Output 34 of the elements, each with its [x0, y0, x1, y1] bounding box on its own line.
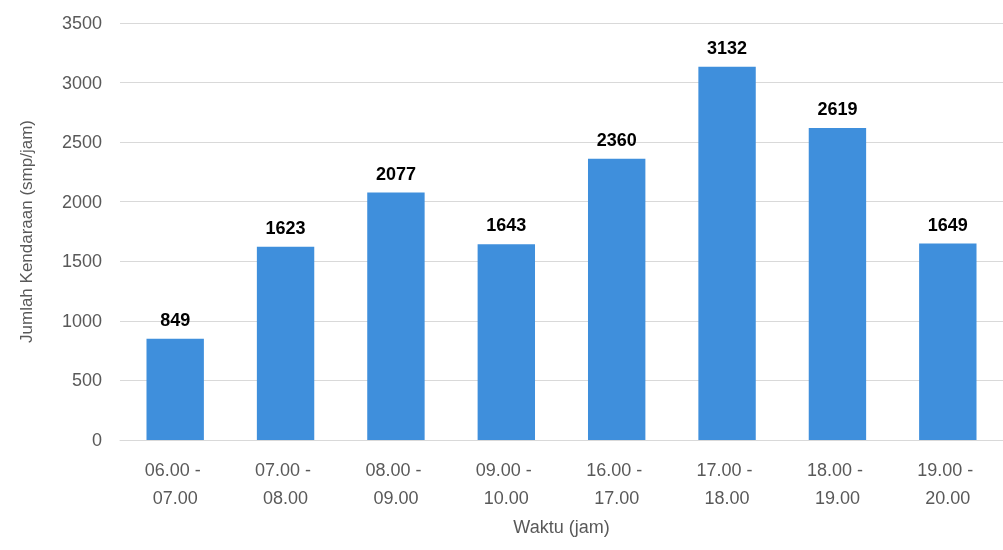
data-label: 2360	[596, 129, 637, 150]
data-label: 3132	[707, 37, 748, 58]
bar	[587, 158, 646, 440]
x-axis-title: Waktu (jam)	[513, 517, 610, 537]
y-tick-label: 0	[91, 430, 102, 450]
x-tick-label: 06.00 - 07.00	[144, 460, 206, 508]
data-label: 1649	[927, 214, 968, 235]
y-tick-label: 2000	[61, 191, 102, 212]
bar	[919, 243, 977, 440]
bar	[146, 338, 204, 440]
x-tick-label: 19.00 - 20.00	[917, 460, 979, 508]
y-tick-label: 2500	[61, 132, 102, 153]
y-tick-label: 1000	[61, 310, 102, 331]
x-tick-label: 16.00 - 17.00	[586, 460, 648, 508]
y-tick-label: 3000	[61, 72, 102, 93]
y-tick-label: 3500	[61, 13, 102, 33]
bar	[808, 127, 867, 440]
bar	[256, 246, 315, 440]
bar	[367, 192, 425, 440]
bar	[477, 244, 536, 440]
x-tick-label: 18.00 - 19.00	[806, 460, 868, 508]
data-label: 1643	[486, 215, 527, 236]
data-label: 2077	[375, 163, 416, 184]
data-label: 849	[160, 309, 191, 330]
x-tick-label: 07.00 - 08.00	[255, 460, 317, 508]
y-tick-label: 500	[71, 370, 102, 391]
data-label: 2619	[817, 98, 858, 119]
bar	[698, 66, 756, 440]
data-label: 1623	[265, 217, 306, 238]
y-tick-label: 1500	[61, 251, 102, 272]
x-tick-label: 09.00 - 10.00	[475, 460, 537, 508]
x-tick-label: 08.00 - 09.00	[365, 460, 427, 508]
x-tick-label: 17.00 - 18.00	[696, 460, 758, 508]
y-axis-title: Jumlah Kendaraan (smp/jam)	[17, 120, 36, 343]
